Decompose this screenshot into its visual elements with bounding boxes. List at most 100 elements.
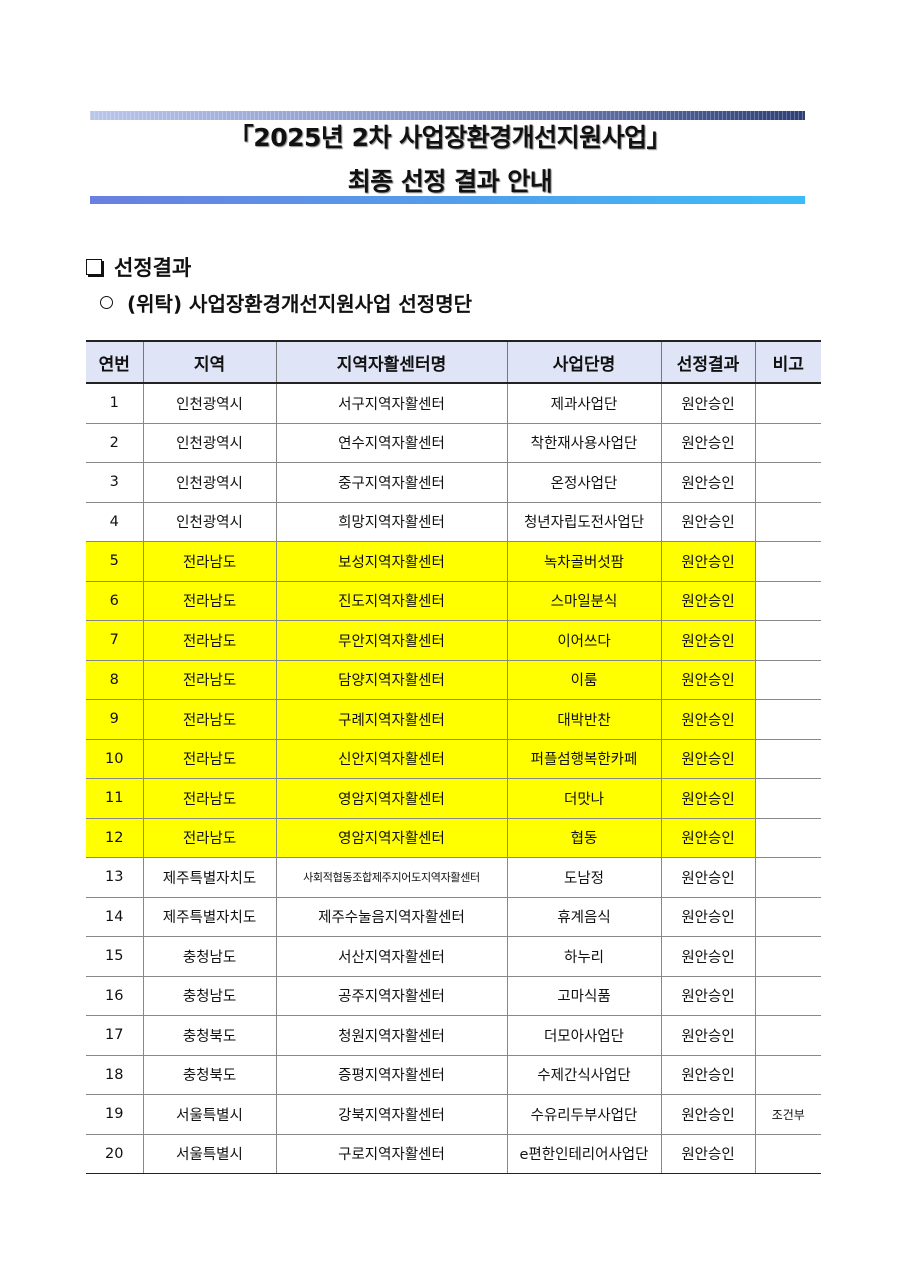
cell-no: 4 (86, 501, 143, 542)
cell-no: 10 (86, 738, 143, 779)
cell-business: 이어쓰다 (506, 620, 661, 661)
cell-center: 신안지역자활센터 (275, 738, 507, 779)
table-body: 1 인천광역시 서구지역자활센터 제과사업단 원안승인 2 인천광역시 연수지역자활센터 착한재… (86, 382, 821, 1174)
cell-result: 원안승인 (660, 778, 755, 819)
cell-center: 중구지역자활센터 (275, 462, 507, 503)
cell-region: 인천광역시 (142, 462, 276, 503)
cell-result: 원안승인 (660, 1133, 755, 1174)
cell-business: 도남정 (506, 857, 661, 898)
cell-center: 청원지역자활센터 (275, 1015, 507, 1056)
table-row: 3 인천광역시 중구지역자활센터 온정사업단 원안승인 (86, 462, 821, 503)
column-header-center: 지역자활센터명 (275, 340, 507, 384)
cell-note (754, 382, 821, 424)
cell-center: 보성지역자활센터 (275, 541, 507, 582)
cell-result: 원안승인 (660, 699, 755, 740)
cell-result: 원안승인 (660, 857, 755, 898)
cell-region: 인천광역시 (142, 422, 276, 463)
cell-note (754, 1054, 821, 1095)
cell-result: 원안승인 (660, 975, 755, 1016)
cell-region: 인천광역시 (142, 382, 276, 424)
cell-region: 전라남도 (142, 659, 276, 700)
cell-note (754, 817, 821, 858)
cell-no: 12 (86, 817, 143, 858)
cell-no: 14 (86, 896, 143, 937)
cell-note (754, 975, 821, 1016)
cell-center: 강북지역자활센터 (275, 1094, 507, 1135)
cell-center: 희망지역자활센터 (275, 501, 507, 542)
cell-business: 하누리 (506, 936, 661, 977)
cell-no: 9 (86, 699, 143, 740)
table-row: 2 인천광역시 연수지역자활센터 착한재사용사업단 원안승인 (86, 422, 821, 463)
table-row: 19 서울특별시 강북지역자활센터 수유리두부사업단 원안승인 조건부 (86, 1094, 821, 1135)
cell-business: 퍼플섬행복한카페 (506, 738, 661, 779)
column-header-result: 선정결과 (660, 340, 755, 384)
cell-note (754, 462, 821, 503)
cell-result: 원안승인 (660, 659, 755, 700)
cell-no: 18 (86, 1054, 143, 1095)
cell-center: 영암지역자활센터 (275, 778, 507, 819)
cell-center: 구례지역자활센터 (275, 699, 507, 740)
cell-region: 서울특별시 (142, 1133, 276, 1174)
cell-result: 원안승인 (660, 936, 755, 977)
cell-region: 서울특별시 (142, 1094, 276, 1135)
cell-business: 이룸 (506, 659, 661, 700)
cell-center: 공주지역자활센터 (275, 975, 507, 1016)
cell-region: 전라남도 (142, 738, 276, 779)
cell-note (754, 422, 821, 463)
top-decorative-bar (90, 111, 805, 120)
column-header-no: 연번 (86, 340, 143, 384)
cell-result: 원안승인 (660, 580, 755, 621)
cell-no: 19 (86, 1094, 143, 1135)
column-header-note: 비고 (754, 340, 821, 384)
cell-no: 17 (86, 1015, 143, 1056)
cell-no: 20 (86, 1133, 143, 1174)
cell-result: 원안승인 (660, 382, 755, 424)
cell-note (754, 699, 821, 740)
cell-region: 인천광역시 (142, 501, 276, 542)
cell-result: 원안승인 (660, 422, 755, 463)
cell-region: 전라남도 (142, 580, 276, 621)
bottom-decorative-bar (90, 196, 805, 204)
section-subheading-text: (위탁) 사업장환경개선지원사업 선정명단 (127, 292, 473, 316)
cell-note: 조건부 (754, 1094, 821, 1135)
cell-center: 서구지역자활센터 (275, 382, 507, 424)
cell-center: 서산지역자활센터 (275, 936, 507, 977)
table-row: 4 인천광역시 희망지역자활센터 청년자립도전사업단 원안승인 (86, 501, 821, 542)
cell-business: e편한인테리어사업단 (506, 1133, 661, 1174)
cell-result: 원안승인 (660, 896, 755, 937)
cell-region: 충청남도 (142, 975, 276, 1016)
cell-no: 2 (86, 422, 143, 463)
circle-bullet-icon (100, 296, 113, 309)
cell-note (754, 857, 821, 898)
cell-business: 더모아사업단 (506, 1015, 661, 1056)
cell-center: 연수지역자활센터 (275, 422, 507, 463)
cell-note (754, 778, 821, 819)
cell-region: 전라남도 (142, 541, 276, 582)
cell-region: 전라남도 (142, 620, 276, 661)
section-heading-text: 선정결과 (114, 256, 192, 280)
cell-region: 충청북도 (142, 1054, 276, 1095)
cell-note (754, 580, 821, 621)
table-header-row: 연번 지역 지역자활센터명 사업단명 선정결과 비고 (86, 340, 821, 384)
table-row: 16 충청남도 공주지역자활센터 고마식품 원안승인 (86, 975, 821, 1016)
cell-business: 휴계음식 (506, 896, 661, 937)
cell-center: 영암지역자활센터 (275, 817, 507, 858)
cell-note (754, 501, 821, 542)
table-row: 1 인천광역시 서구지역자활센터 제과사업단 원안승인 (86, 382, 821, 424)
cell-result: 원안승인 (660, 462, 755, 503)
cell-region: 전라남도 (142, 699, 276, 740)
cell-note (754, 896, 821, 937)
cell-center: 구로지역자활센터 (275, 1133, 507, 1174)
table-row: 9 전라남도 구례지역자활센터 대박반찬 원안승인 (86, 699, 821, 740)
cell-no: 7 (86, 620, 143, 661)
table-row: 20 서울특별시 구로지역자활센터 e편한인테리어사업단 원안승인 (86, 1133, 821, 1174)
cell-note (754, 541, 821, 582)
cell-no: 16 (86, 975, 143, 1016)
cell-note (754, 1015, 821, 1056)
cell-result: 원안승인 (660, 817, 755, 858)
square-bullet-icon (86, 259, 102, 275)
table-row: 14 제주특별자치도 제주수눌음지역자활센터 휴계음식 원안승인 (86, 896, 821, 937)
cell-center: 증평지역자활센터 (275, 1054, 507, 1095)
cell-no: 3 (86, 462, 143, 503)
table-row: 18 충청북도 증평지역자활센터 수제간식사업단 원안승인 (86, 1054, 821, 1095)
